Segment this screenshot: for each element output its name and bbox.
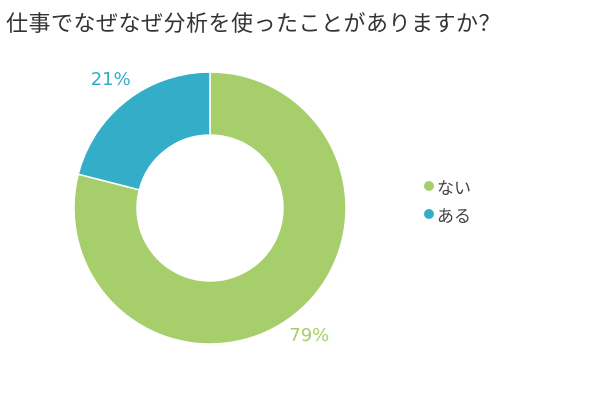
slice-aru[interactable] [77, 71, 211, 191]
data-label-nai: 79% [289, 325, 329, 346]
legend: ない ある [424, 172, 471, 228]
legend-marker-aru [424, 209, 434, 219]
data-label-aru: 21% [91, 69, 131, 90]
legend-item-nai[interactable]: ない [424, 172, 471, 200]
legend-label-nai: ない [437, 178, 471, 199]
legend-label-aru: ある [437, 206, 471, 227]
legend-item-aru[interactable]: ある [424, 200, 471, 228]
chart-title: 仕事でなぜなぜ分析を使ったことがありますか？ [6, 12, 502, 37]
slice-nai[interactable] [73, 71, 347, 345]
legend-marker-nai [424, 181, 434, 191]
